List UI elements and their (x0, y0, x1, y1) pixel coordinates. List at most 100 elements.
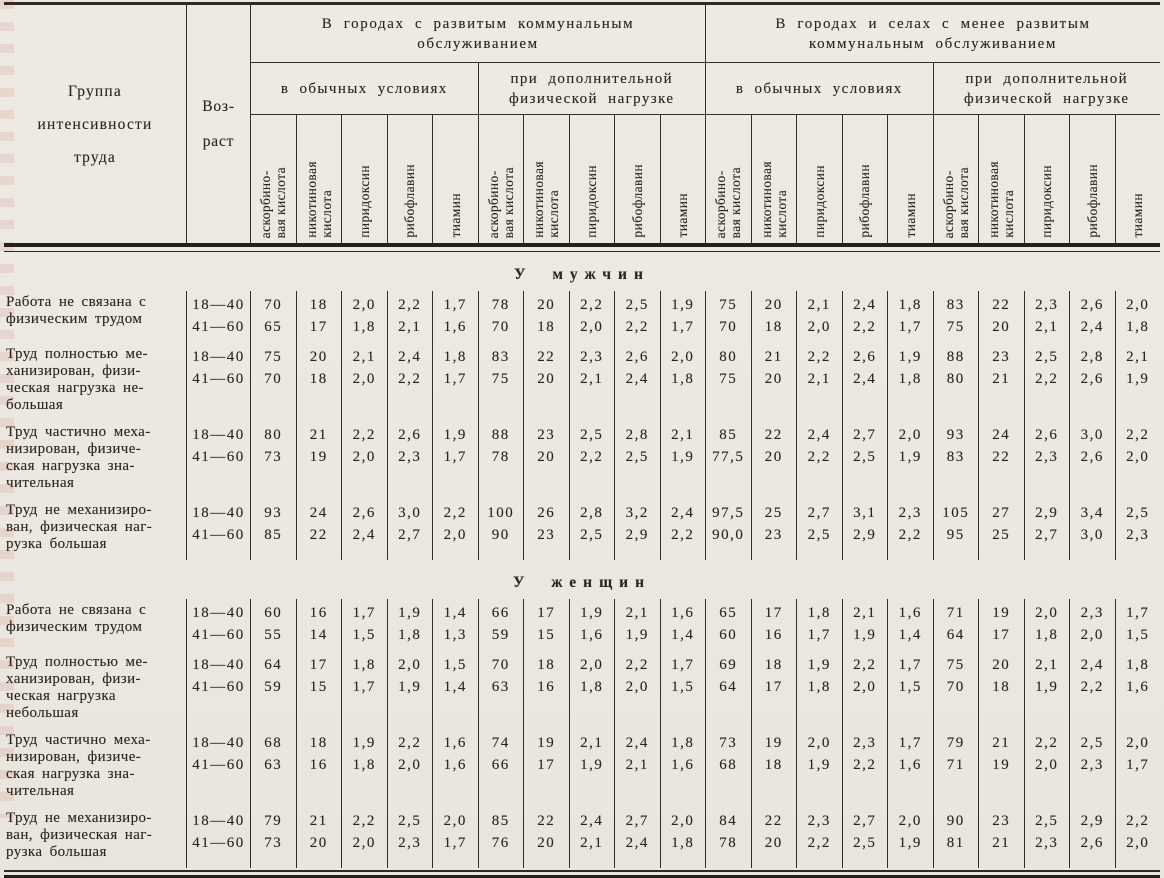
vitamin-header: никотиновая кислота (750, 115, 797, 243)
vitamin-header: никотиновая кислота (978, 115, 1024, 243)
value: 1,5 (352, 627, 376, 643)
value: 75 (719, 297, 738, 313)
value: 18 (764, 319, 783, 335)
header-group-column: Группа интенсивности труда (37, 82, 153, 166)
value: 1,7 (807, 627, 831, 643)
vitamin-header: никотиновая кислота (295, 115, 342, 243)
value: 93 (946, 427, 965, 443)
value: 2,4 (671, 505, 695, 521)
value: 80 (946, 371, 965, 387)
vitamin-header-label: тиамин (675, 193, 691, 238)
value-cell: 2,7 2,5 (796, 499, 842, 560)
header-group-less-developed: В городах и селах с менее развитым комму… (705, 5, 1160, 63)
value: 1,4 (443, 605, 467, 621)
value-cell: 64 59 (250, 651, 296, 729)
value: 16 (537, 679, 556, 695)
value: 3,4 (1080, 505, 1104, 521)
value: 1,6 (580, 627, 604, 643)
vitamin-header-label: аскорбино- вая кислота (258, 166, 289, 238)
vitamin-header-label: рибофлавин (857, 164, 873, 238)
value: 74 (491, 735, 510, 751)
value-cell: 2,2 2,0 (1023, 729, 1070, 807)
value: 1,9 (580, 605, 604, 621)
value: 85 (719, 427, 738, 443)
value: 21 (764, 349, 783, 365)
value: 2,0 (1126, 735, 1150, 751)
value: 2,8 (625, 427, 649, 443)
value-cell: 3,4 3,0 (1069, 499, 1115, 560)
value-cell: 1,6 1,6 (432, 729, 478, 807)
value-cell: 2,0 1,9 (796, 729, 842, 807)
value-cell: 1,6 1,4 (887, 599, 933, 651)
value-cell: 2,6 2,3 (386, 421, 433, 499)
value-cell: 1,8 1,7 (341, 651, 387, 729)
value: 1,9 (580, 757, 604, 773)
value: 75 (719, 371, 738, 387)
value: 83 (946, 297, 965, 313)
value: 60 (264, 605, 283, 621)
value: 20 (764, 371, 783, 387)
value: 77,5 (712, 449, 745, 465)
value-cell: 24 22 (295, 499, 342, 560)
age-value: 41—60 (192, 319, 245, 335)
header-sub-normal-1: в обычных условиях (250, 63, 478, 115)
value-cell: 16 14 (295, 599, 342, 651)
value-cell: 18 16 (295, 729, 342, 807)
value-cell: 1,7 1,6 (887, 729, 933, 807)
row-label: Труд полностью ме- ханизирован, физи- че… (6, 654, 148, 721)
value: 1,5 (671, 679, 695, 695)
value: 23 (992, 813, 1011, 829)
value: 63 (264, 757, 283, 773)
value: 79 (946, 735, 965, 751)
value: 2,2 (398, 371, 422, 387)
value-cell: 2,1 2,0 (796, 291, 842, 343)
value: 88 (946, 349, 965, 365)
value: 20 (537, 449, 556, 465)
value-cell: 2,5 2,3 (1069, 729, 1115, 807)
value: 2,0 (853, 679, 877, 695)
value: 70 (491, 319, 510, 335)
value-cell: 2,5 2,3 (1023, 807, 1070, 868)
value-cell: 1,8 1,7 (432, 343, 478, 421)
value-cell: 23 21 (978, 343, 1024, 421)
value: 70 (264, 297, 283, 313)
value-cell: 2,1 1,9 (659, 421, 706, 499)
value-cell: 2,3 2,2 (796, 807, 842, 868)
value: 21 (992, 371, 1011, 387)
value-cell: 18 17 (295, 291, 342, 343)
value-cell: 1,7 1,5 (887, 651, 933, 729)
value-cell: 2,1 1,9 (1023, 651, 1070, 729)
value-cell: 20 18 (978, 651, 1024, 729)
value: 21 (992, 735, 1011, 751)
value: 1,9 (398, 605, 422, 621)
value: 2,3 (1080, 605, 1104, 621)
value: 2,8 (580, 505, 604, 521)
value: 2,5 (1080, 735, 1104, 751)
value-cell: 1,8 1,6 (659, 729, 706, 807)
value: 84 (719, 813, 738, 829)
value: 2,0 (1035, 605, 1059, 621)
value: 2,2 (1080, 679, 1104, 695)
value-cell: 25 23 (750, 499, 797, 560)
value: 2,4 (1080, 319, 1104, 335)
vitamin-header-label: тиамин (902, 193, 918, 238)
value: 88 (491, 427, 510, 443)
value: 1,7 (898, 319, 922, 335)
value: 2,0 (1035, 757, 1059, 773)
value-cell: 2,5 2,2 (1023, 343, 1070, 421)
header-sub-extra-load-2: при дополнительной физической нагрузке (932, 63, 1160, 115)
value-cell: 2,0 1,8 (568, 651, 615, 729)
value: 2,1 (853, 605, 877, 621)
value: 2,2 (1035, 371, 1059, 387)
value: 16 (309, 757, 328, 773)
value: 1,9 (398, 679, 422, 695)
value: 2,1 (580, 835, 604, 851)
value-cell: 2,6 2,4 (341, 499, 387, 560)
value-cell: 20 18 (295, 343, 342, 421)
value: 105 (942, 505, 970, 521)
value: 18 (764, 657, 783, 673)
value: 18 (764, 757, 783, 773)
value: 78 (491, 449, 510, 465)
value: 1,9 (671, 297, 695, 313)
